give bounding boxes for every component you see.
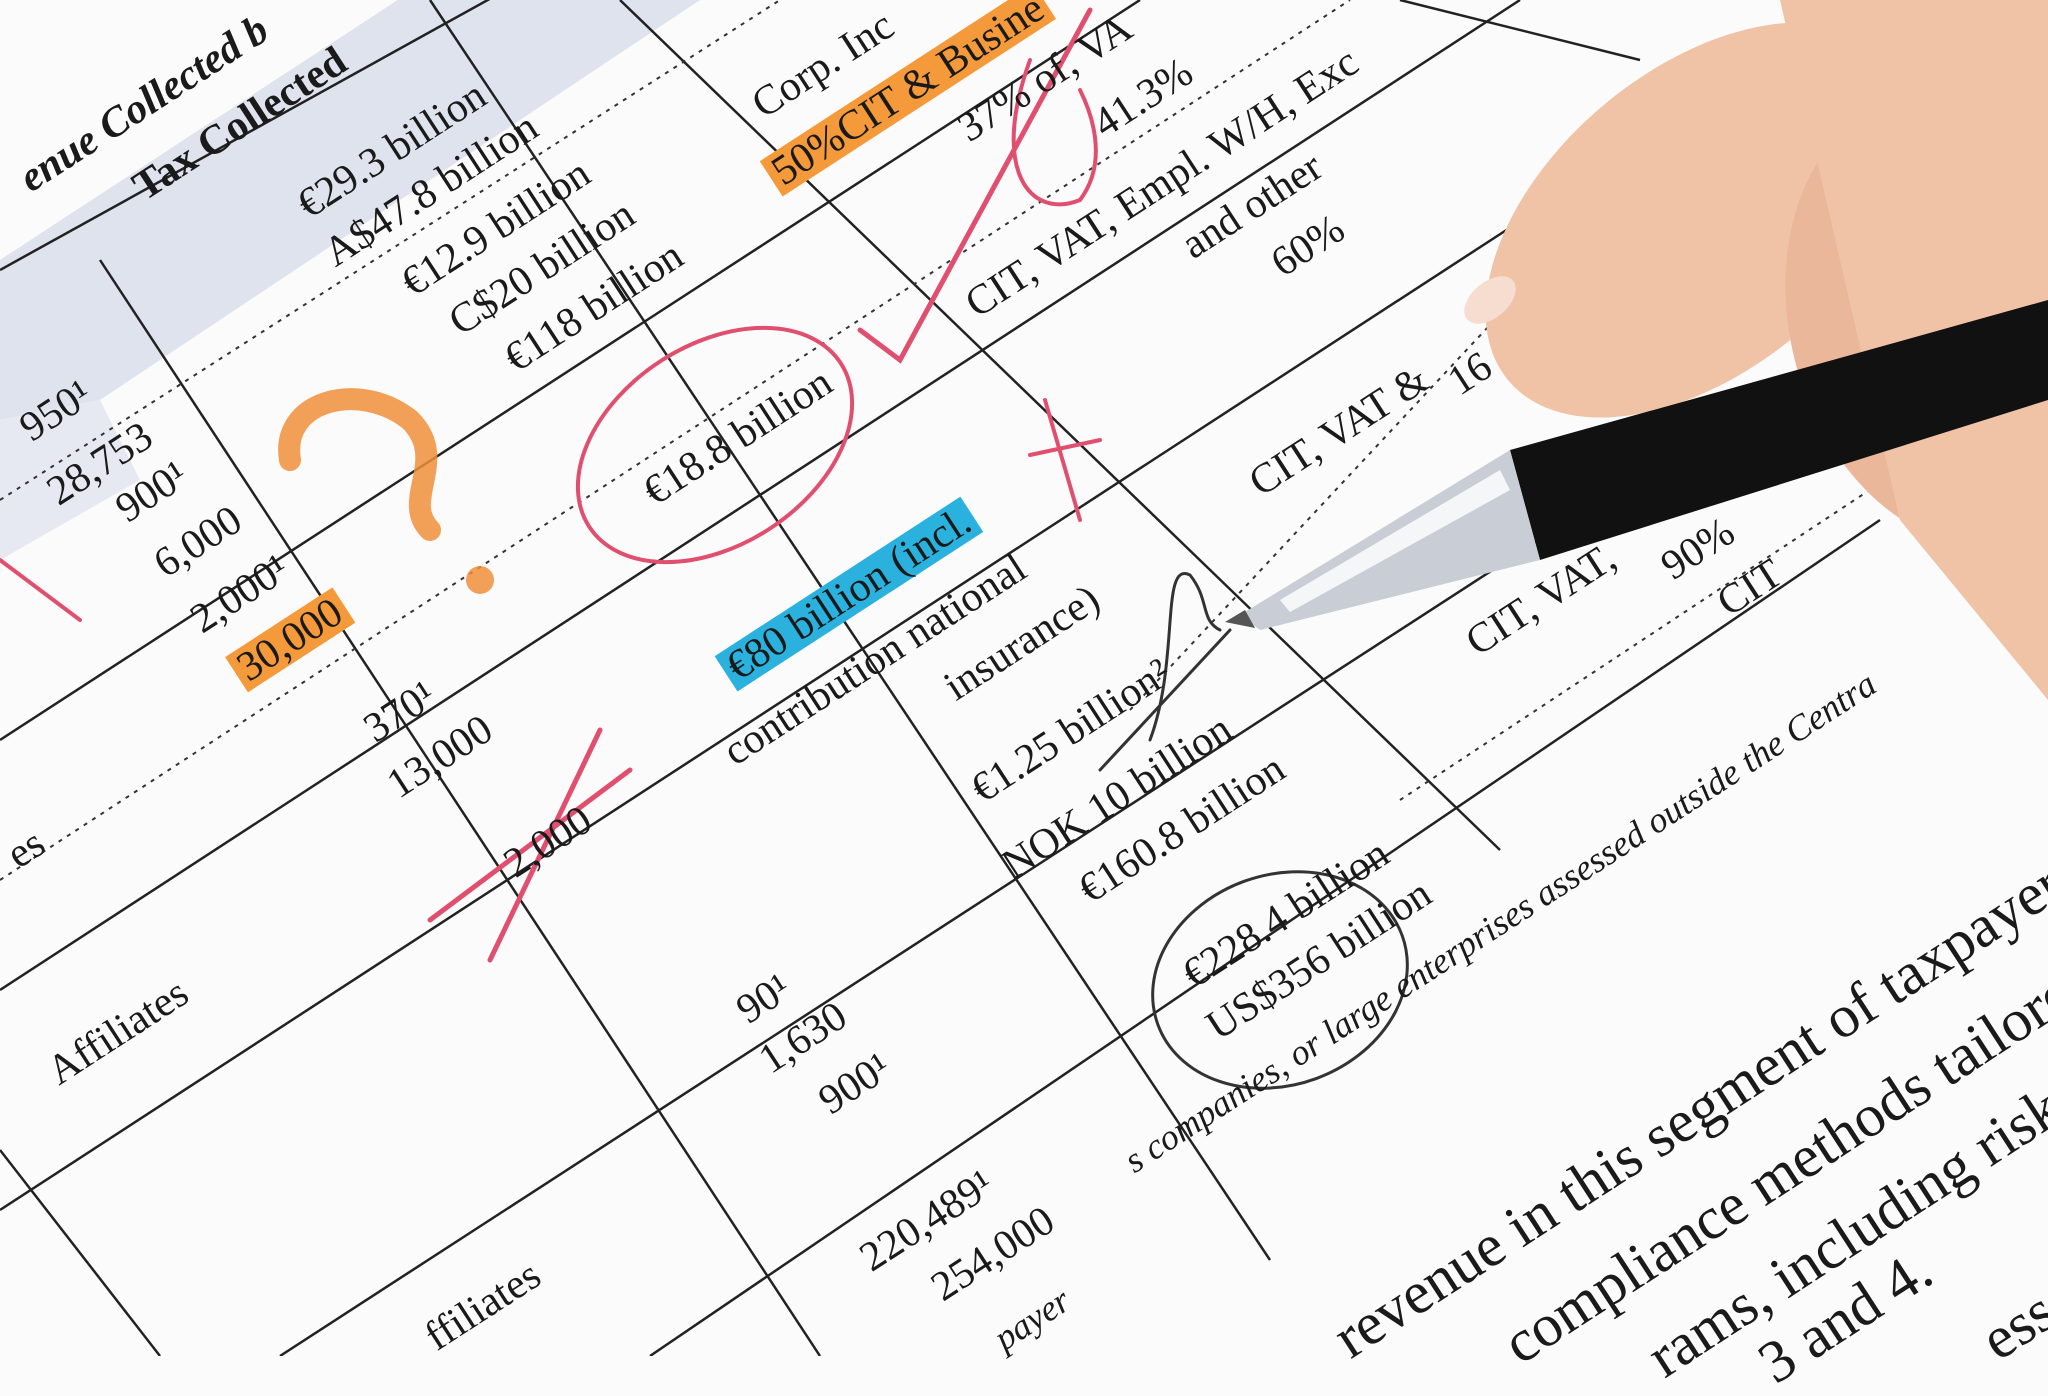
pen-tip: [1225, 610, 1255, 628]
header-shading: [0, 0, 700, 420]
pen: [1225, 300, 2048, 630]
thumbnail: [1464, 276, 1516, 324]
pencil-marks: [0, 7, 1409, 1090]
red-check: [857, 7, 1093, 364]
red-strike: [427, 727, 633, 963]
pen-silver-highlight: [1280, 470, 1510, 612]
dotted-grid: [0, 0, 1901, 881]
orange-question-mark: [278, 388, 441, 541]
red-cross: [1028, 398, 1102, 522]
header-shading-left: [0, 400, 140, 560]
orange-question-dot: [466, 566, 494, 594]
red-loop: [1011, 58, 1098, 207]
black-circle: [1151, 870, 1409, 1090]
pen-body: [1510, 300, 2048, 560]
red-mark-left: [0, 558, 82, 622]
black-scribble: [1098, 572, 1232, 772]
photo-scene: [0, 0, 2048, 1356]
red-circle: [575, 325, 855, 565]
